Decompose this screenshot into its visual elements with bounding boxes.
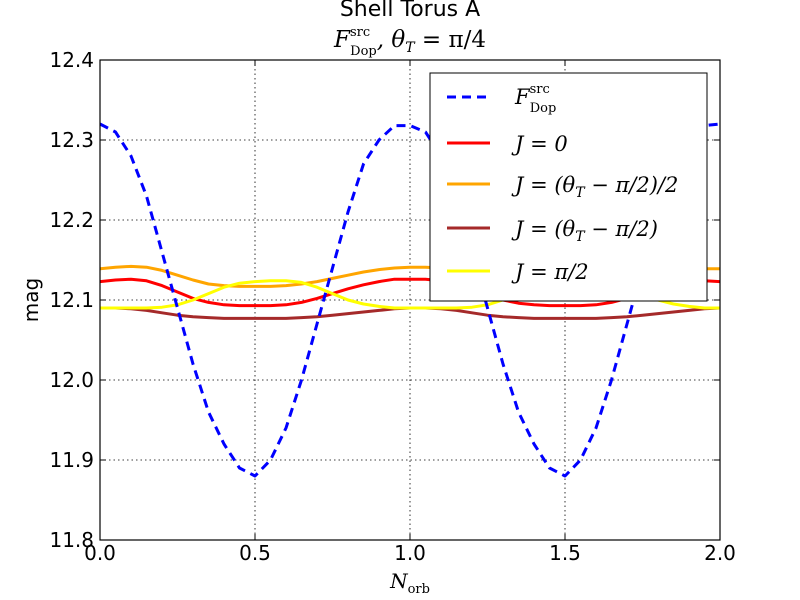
y-tick-label: 12.1 (49, 288, 94, 312)
y-tick-label: 12.4 (49, 48, 94, 72)
x-tick-label: 0.5 (239, 541, 271, 565)
subtitle-sub: Dop (350, 44, 377, 59)
legend-fdop-sub: Dop (530, 101, 557, 116)
axis-ticks: 0.0 0.5 1.0 1.5 2.0 11.8 11.9 12.0 12.1 12.2 12.3 1… (49, 48, 735, 565)
chart-subtitle: Fsrc Dop, θT = π/4 (333, 25, 486, 59)
x-axis-label: Norb (389, 569, 430, 597)
legend-fdop-f: F (514, 85, 531, 109)
legend: Fsrc Dop J = 0 J = (θT − π/2)/2 J = (θT −… (429, 72, 708, 302)
subtitle-f: F (333, 27, 351, 53)
legend-label-j-half: J = (θT − π/2)/2 (511, 173, 678, 201)
chart-title: Shell Torus A (340, 0, 480, 22)
y-tick-label: 11.8 (49, 528, 94, 552)
legend-label-j-pi2: J = π/2 (511, 260, 589, 284)
y-tick-label: 12.0 (49, 368, 94, 392)
legend-j-full-main: J = (θ (511, 217, 576, 241)
legend-j-half-sub: T (575, 185, 586, 201)
legend-box (429, 72, 708, 302)
x-axis-label-sub: orb (408, 582, 430, 597)
legend-label-fdop: Fsrc Dop (514, 82, 556, 116)
legend-label-j-full: J = (θT − π/2) (511, 217, 658, 245)
y-tick-label: 11.9 (49, 448, 94, 472)
legend-j-half-main: J = (θ (511, 173, 576, 197)
subtitle-sup: src (350, 25, 370, 40)
x-tick-label: 1.0 (394, 541, 426, 565)
subtitle-eq: = π/4 (415, 27, 486, 53)
legend-j-full-sub: T (575, 229, 586, 245)
legend-j-half-rest: − π/2)/2 (585, 173, 679, 197)
x-axis-label-main: N (389, 569, 409, 593)
legend-j-full-rest: − π/2) (585, 217, 658, 241)
y-axis-label: mag (19, 278, 43, 322)
y-tick-label: 12.2 (49, 208, 94, 232)
x-tick-label: 1.5 (549, 541, 581, 565)
legend-fdop-sup: src (530, 82, 550, 97)
x-tick-label: 2.0 (704, 541, 736, 565)
legend-label-j0: J = 0 (511, 132, 568, 156)
subtitle-theta: , θ (377, 27, 406, 53)
subtitle-theta-sub: T (405, 40, 416, 56)
y-tick-label: 12.3 (49, 128, 94, 152)
x-tick-label: 0.0 (84, 541, 116, 565)
